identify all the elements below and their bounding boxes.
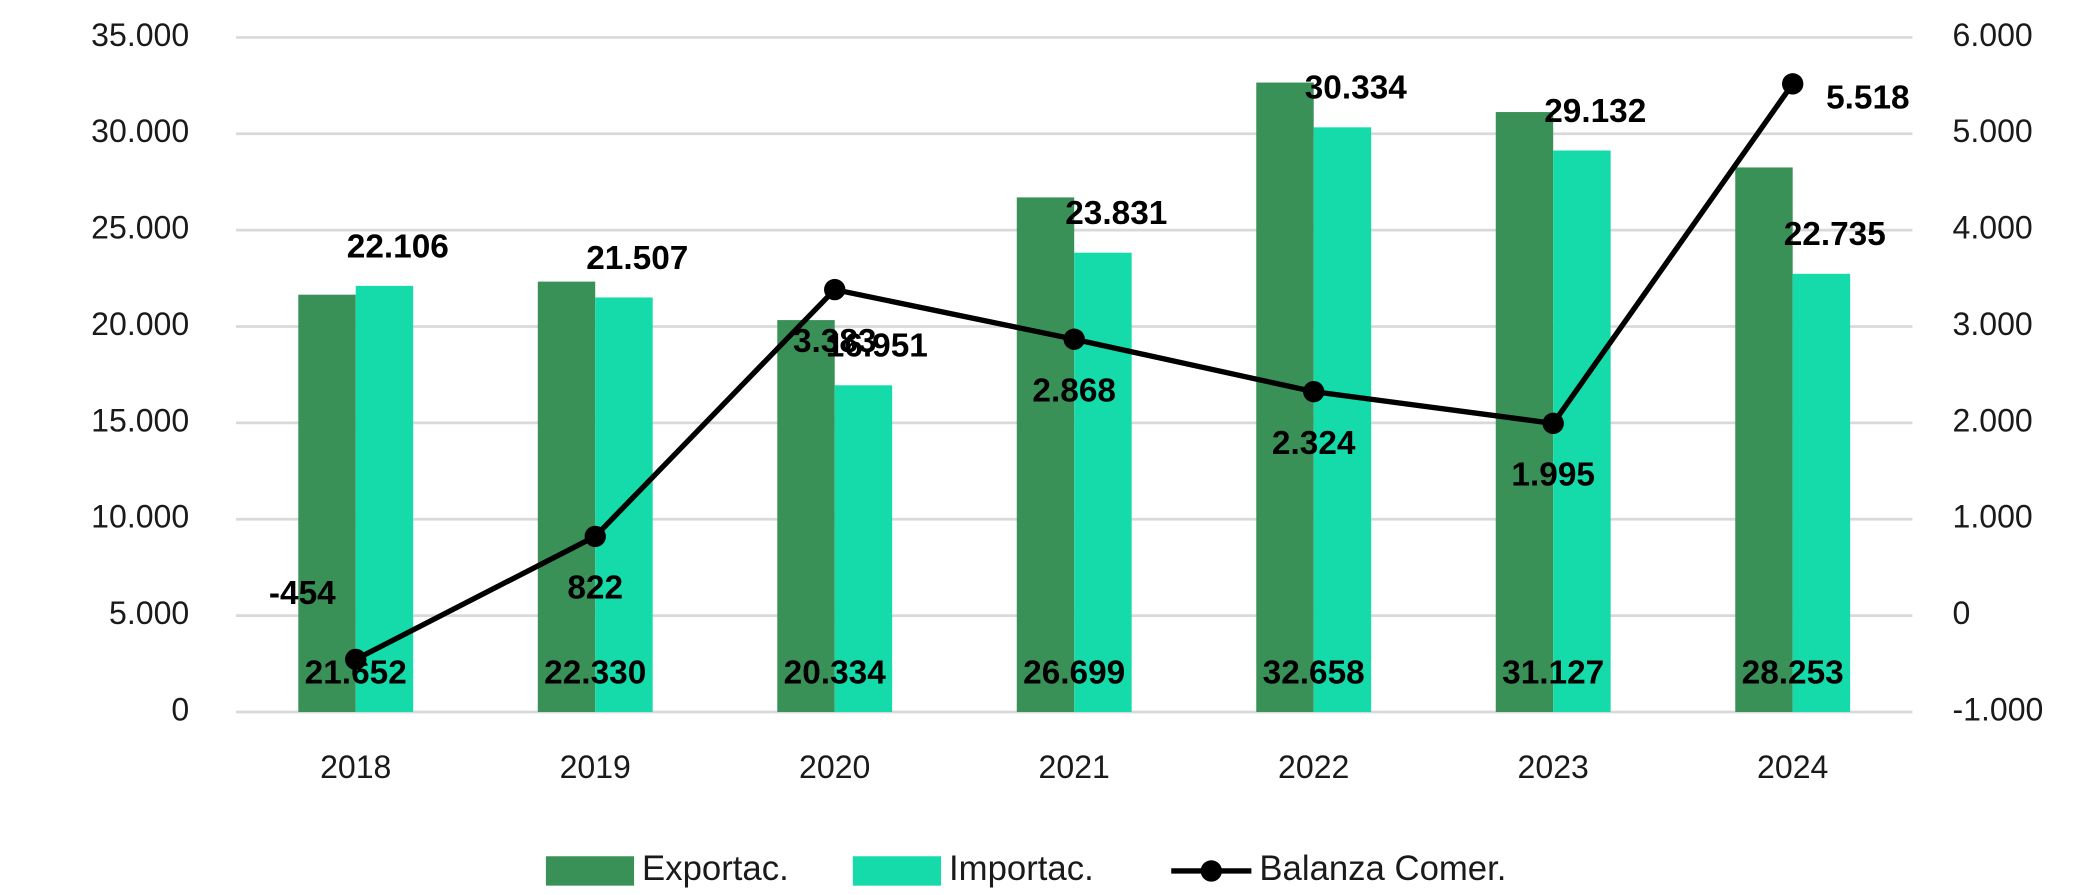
- data-label: 5.518: [1826, 80, 1910, 117]
- x-tick-label: 2023: [1518, 749, 1589, 785]
- data-label: 22.330: [544, 654, 646, 691]
- legend-label: Exportac.: [642, 850, 789, 888]
- data-label: 1.995: [1511, 457, 1595, 494]
- y2-tick-label: 3.000: [1953, 306, 2033, 342]
- x-tick-label: 2021: [1039, 749, 1110, 785]
- x-tick-label: 2020: [799, 749, 870, 785]
- y2-tick-label: -1.000: [1953, 691, 2044, 727]
- data-label: 16.951: [826, 328, 928, 365]
- y-tick-label: 30.000: [91, 113, 189, 149]
- bar: [1074, 252, 1132, 712]
- x-tick-label: 2018: [320, 749, 391, 785]
- bar: [355, 285, 414, 712]
- line-marker: [1063, 328, 1085, 350]
- data-label: 23.831: [1065, 195, 1167, 232]
- line-marker: [824, 278, 846, 301]
- bar: [777, 320, 835, 712]
- data-label: 21.507: [586, 240, 688, 277]
- legend-label: Importac.: [949, 850, 1094, 888]
- bar: [834, 385, 893, 712]
- data-label: 22.106: [347, 228, 449, 265]
- bar: [1256, 82, 1314, 712]
- line-marker: [1782, 73, 1804, 95]
- data-label: 26.699: [1023, 654, 1125, 691]
- data-label: 31.127: [1502, 654, 1604, 691]
- data-label: 3.383: [793, 323, 877, 360]
- bar: [1735, 167, 1793, 712]
- bar: [537, 281, 596, 712]
- legend-label: Balanza Comer.: [1259, 850, 1506, 888]
- y2-tick-label: 2.000: [1953, 402, 2033, 438]
- legend-swatch: [545, 856, 635, 886]
- y2-tick-label: 0: [1953, 595, 1971, 631]
- y-tick-label: 25.000: [91, 210, 189, 246]
- line-marker: [584, 525, 606, 548]
- y2-tick-label: 4.000: [1953, 210, 2033, 246]
- data-label: 2.324: [1272, 425, 1356, 462]
- x-tick-label: 2019: [560, 749, 631, 785]
- data-label: 20.334: [784, 654, 887, 691]
- legend-swatch: [852, 856, 942, 886]
- y-tick-label: 10.000: [91, 499, 189, 535]
- y2-tick-label: 5.000: [1953, 113, 2033, 149]
- bar: [1313, 127, 1372, 712]
- y-tick-label: 20.000: [91, 306, 189, 342]
- y-tick-label: 0: [171, 691, 189, 727]
- y-tick-label: 15.000: [91, 402, 189, 438]
- legend-marker: [1200, 860, 1222, 882]
- x-tick-label: 2024: [1757, 749, 1828, 785]
- data-label: -454: [269, 575, 336, 612]
- data-label: 28.253: [1742, 654, 1844, 691]
- data-label: 2.868: [1032, 372, 1116, 409]
- x-tick-label: 2022: [1278, 749, 1349, 785]
- data-label: 32.658: [1263, 654, 1365, 691]
- bar: [298, 294, 356, 712]
- line-marker: [345, 648, 367, 671]
- data-label: 822: [567, 570, 623, 607]
- line-marker: [1542, 412, 1564, 435]
- y-tick-label: 35.000: [91, 17, 189, 53]
- y2-tick-label: 1.000: [1953, 499, 2033, 535]
- bar: [1792, 273, 1851, 712]
- y2-tick-label: 6.000: [1953, 17, 2033, 53]
- data-label: 30.334: [1305, 70, 1408, 107]
- line-marker: [1303, 380, 1325, 403]
- bar: [1016, 197, 1075, 712]
- y-tick-label: 5.000: [109, 595, 189, 631]
- bar: [1495, 112, 1554, 712]
- data-label: 22.735: [1784, 216, 1886, 253]
- data-label: 29.132: [1544, 93, 1646, 130]
- bar: [1553, 150, 1611, 712]
